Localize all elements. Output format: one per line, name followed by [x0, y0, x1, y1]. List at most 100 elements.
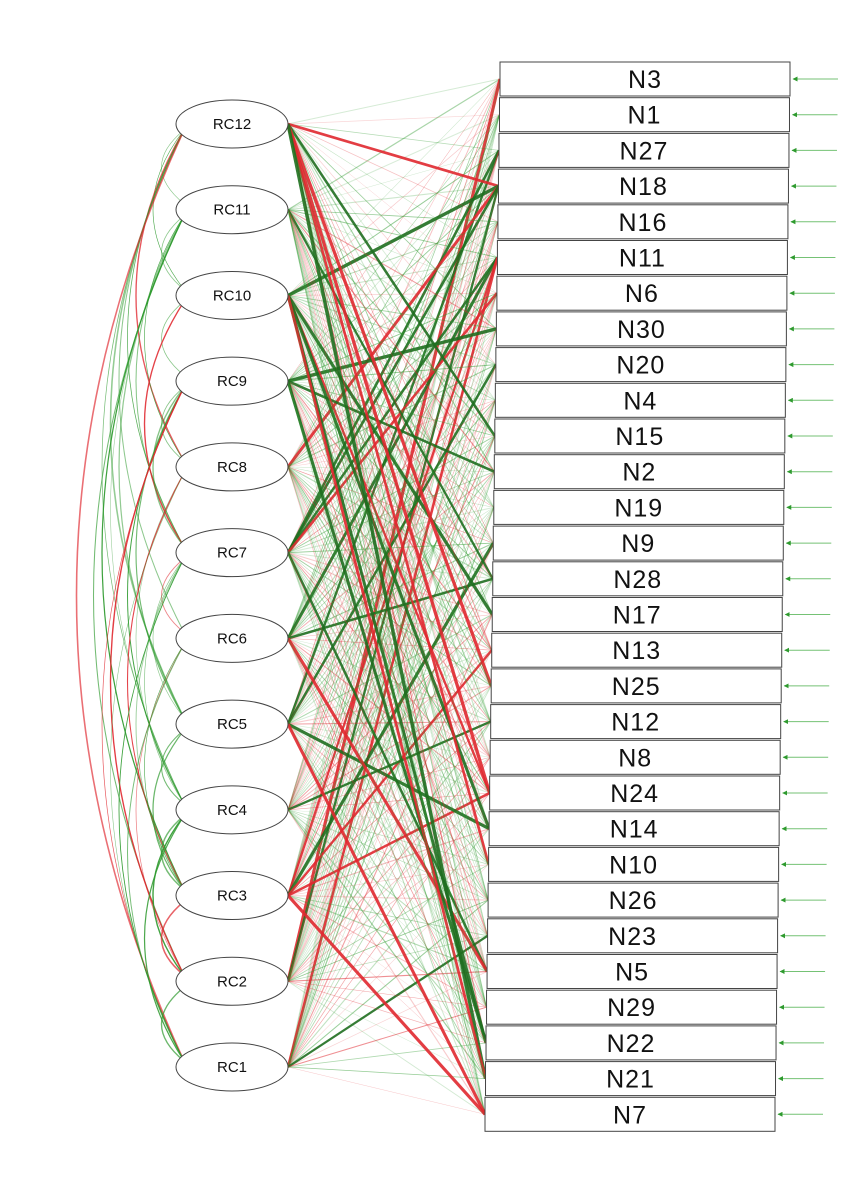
loading-edge: [287, 381, 490, 794]
item-node-n24: N24: [489, 775, 781, 811]
item-node-n1: N1: [498, 97, 790, 133]
latent-ellipse: [175, 185, 289, 235]
loading-edge: [286, 256, 499, 640]
loading-edge: [287, 209, 490, 829]
loading-edge: [287, 542, 494, 982]
item-box: [484, 1096, 776, 1132]
loading-edge: [287, 221, 499, 639]
loading-edge: [287, 186, 499, 725]
loading-edges: [286, 78, 502, 1116]
loading-edge: [287, 971, 488, 1068]
latent-ellipse: [175, 270, 289, 320]
loading-edge: [287, 293, 498, 982]
loading-edge: [287, 400, 496, 896]
loading-edge: [287, 466, 488, 936]
loading-edge: [287, 209, 494, 544]
loading-edge: [287, 649, 492, 725]
latent-node-rc1: RC1: [175, 1042, 289, 1092]
loading-edge: [287, 895, 487, 1008]
loading-edge: [287, 723, 491, 758]
loading-edge: [287, 466, 494, 508]
item-node-n10: N10: [488, 846, 780, 882]
loading-edge: [287, 295, 492, 687]
loading-edge: [287, 552, 488, 936]
loading-edge: [287, 381, 486, 1115]
item-node-n27: N27: [498, 132, 790, 168]
observed-items: N3 N1 N27 N18 N16 N11 N6 N30 N20 N4 N15 N2 N19 N9 N28 N…: [484, 61, 791, 1132]
loading-edge: [287, 471, 495, 639]
loading-edge: [287, 809, 488, 972]
loading-edge: [287, 381, 491, 758]
loading-edge: [287, 209, 498, 223]
loading-edge: [287, 614, 493, 725]
loading-edge: [287, 328, 497, 982]
item-box: [495, 311, 787, 347]
item-label: N2: [622, 459, 656, 487]
item-box: [491, 597, 783, 632]
latent-label: RC5: [217, 716, 247, 733]
loading-edge: [287, 466, 486, 1079]
item-box: [491, 632, 783, 668]
latent-ellipse: [175, 613, 289, 663]
loading-edge: [287, 638, 486, 1079]
item-box: [485, 1061, 777, 1097]
latent-label: RC6: [217, 630, 247, 647]
loading-edge: [287, 638, 492, 651]
loading-edge: [287, 649, 493, 811]
covariance-curve: [161, 215, 185, 290]
item-box: [492, 525, 784, 561]
loading-edge: [287, 380, 489, 936]
loading-edge: [287, 123, 490, 829]
loading-edge: [287, 638, 490, 829]
latent-node-rc8: RC8: [175, 442, 289, 492]
loading-edge: [287, 380, 494, 508]
loading-edge: [287, 364, 497, 639]
loading-edge: [287, 466, 492, 687]
item-node-n8: N8: [489, 739, 781, 775]
loading-edge: [286, 149, 501, 554]
loading-edge: [286, 256, 499, 554]
loading-edge: [287, 295, 494, 580]
item-box: [490, 704, 782, 740]
loading-edge: [287, 721, 492, 1068]
loading-edge: [287, 614, 493, 639]
loading-edge: [287, 209, 491, 758]
item-label: N6: [625, 280, 659, 308]
item-box: [489, 775, 781, 811]
covariance-curve: [152, 558, 185, 719]
loading-edge: [287, 123, 499, 223]
loading-edge: [287, 981, 487, 1008]
item-node-n14: N14: [488, 811, 780, 847]
latent-label: RC11: [213, 202, 250, 219]
loading-edge: [287, 650, 492, 1068]
item-node-n22: N22: [485, 1025, 777, 1061]
loading-edge: [287, 723, 487, 1044]
covariance-curve: [126, 472, 185, 890]
covariance-curve: [144, 644, 185, 890]
loading-edge: [287, 380, 494, 580]
loading-edge: [287, 328, 497, 725]
item-box: [487, 882, 779, 918]
loading-edge: [287, 114, 500, 211]
loading-edge: [287, 638, 487, 1044]
latent-ellipse: [175, 528, 289, 578]
loading-edge: [287, 150, 500, 982]
item-node-n17: N17: [491, 597, 783, 632]
loading-edge: [287, 150, 500, 210]
loading-edge: [287, 209, 486, 1079]
item-box: [488, 811, 780, 847]
item-label: N20: [616, 352, 665, 380]
loading-edge: [287, 209, 493, 615]
item-node-n15: N15: [494, 418, 786, 454]
item-box: [494, 418, 786, 454]
covariance-curve: [152, 729, 185, 890]
loading-edge: [287, 364, 497, 810]
loading-edge: [287, 757, 491, 896]
loading-edge: [287, 466, 489, 865]
loading-edge: [287, 295, 495, 472]
covariance-curve: [143, 301, 185, 547]
loading-edge: [287, 980, 487, 1044]
loading-edge: [287, 209, 489, 901]
loading-edge: [287, 257, 498, 982]
item-label: N3: [628, 66, 662, 94]
